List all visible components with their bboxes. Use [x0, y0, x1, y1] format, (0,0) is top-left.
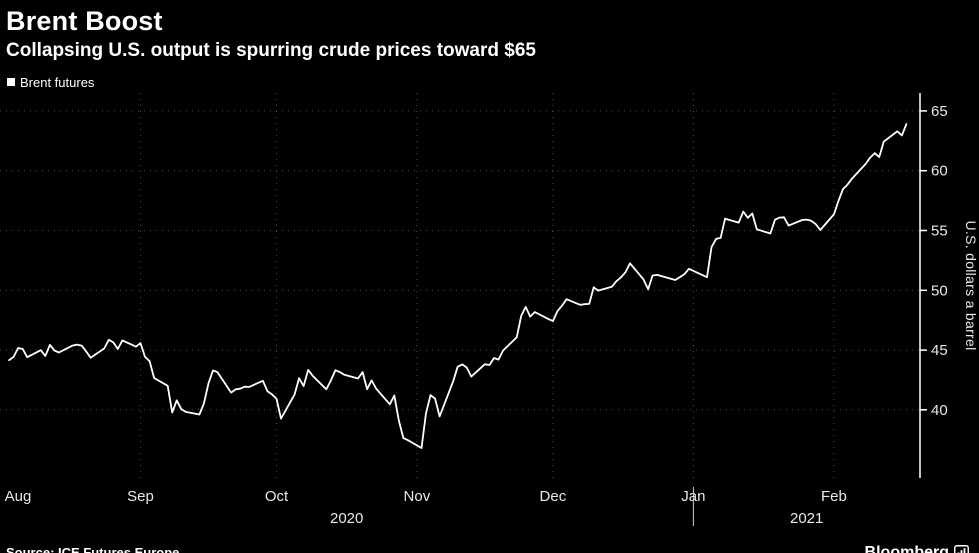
- source-note: Source: ICE Futures Europe: [6, 545, 180, 553]
- svg-text:Aug: Aug: [5, 488, 32, 505]
- chart-title: Brent Boost: [6, 6, 163, 36]
- svg-text:Dec: Dec: [540, 488, 567, 505]
- svg-text:2021: 2021: [790, 510, 823, 527]
- legend: Brent futures: [7, 75, 969, 90]
- svg-text:50: 50: [931, 282, 948, 299]
- svg-text:Sep: Sep: [127, 488, 154, 505]
- chart-footer: Source: ICE Futures Europe Bloomberg: [0, 542, 979, 553]
- bloomberg-wordmark: Bloomberg: [864, 543, 949, 553]
- chart-header: Brent Boost Collapsing U.S. output is sp…: [0, 0, 979, 90]
- svg-text:65: 65: [931, 103, 948, 120]
- svg-text:60: 60: [931, 163, 948, 180]
- svg-text:55: 55: [931, 222, 948, 239]
- bloomberg-logo: Bloomberg: [865, 544, 969, 553]
- svg-text:U.S. dollars a barrel: U.S. dollars a barrel: [963, 220, 979, 350]
- legend-label: Brent futures: [20, 74, 95, 90]
- legend-marker-square: [7, 78, 15, 87]
- svg-text:Nov: Nov: [404, 488, 431, 505]
- svg-text:45: 45: [931, 342, 948, 359]
- bloomberg-terminal-icon: [954, 545, 969, 553]
- chart-area: Aug Sep Oct Nov Dec Jan Feb 2020 2021 40 45 50 55 60 6…: [0, 92, 979, 542]
- svg-text:40: 40: [931, 402, 948, 419]
- svg-text:Feb: Feb: [821, 488, 847, 505]
- chart-subtitle: Collapsing U.S. output is spurring crude…: [6, 40, 536, 62]
- svg-text:Oct: Oct: [265, 488, 289, 505]
- svg-text:2020: 2020: [330, 510, 363, 527]
